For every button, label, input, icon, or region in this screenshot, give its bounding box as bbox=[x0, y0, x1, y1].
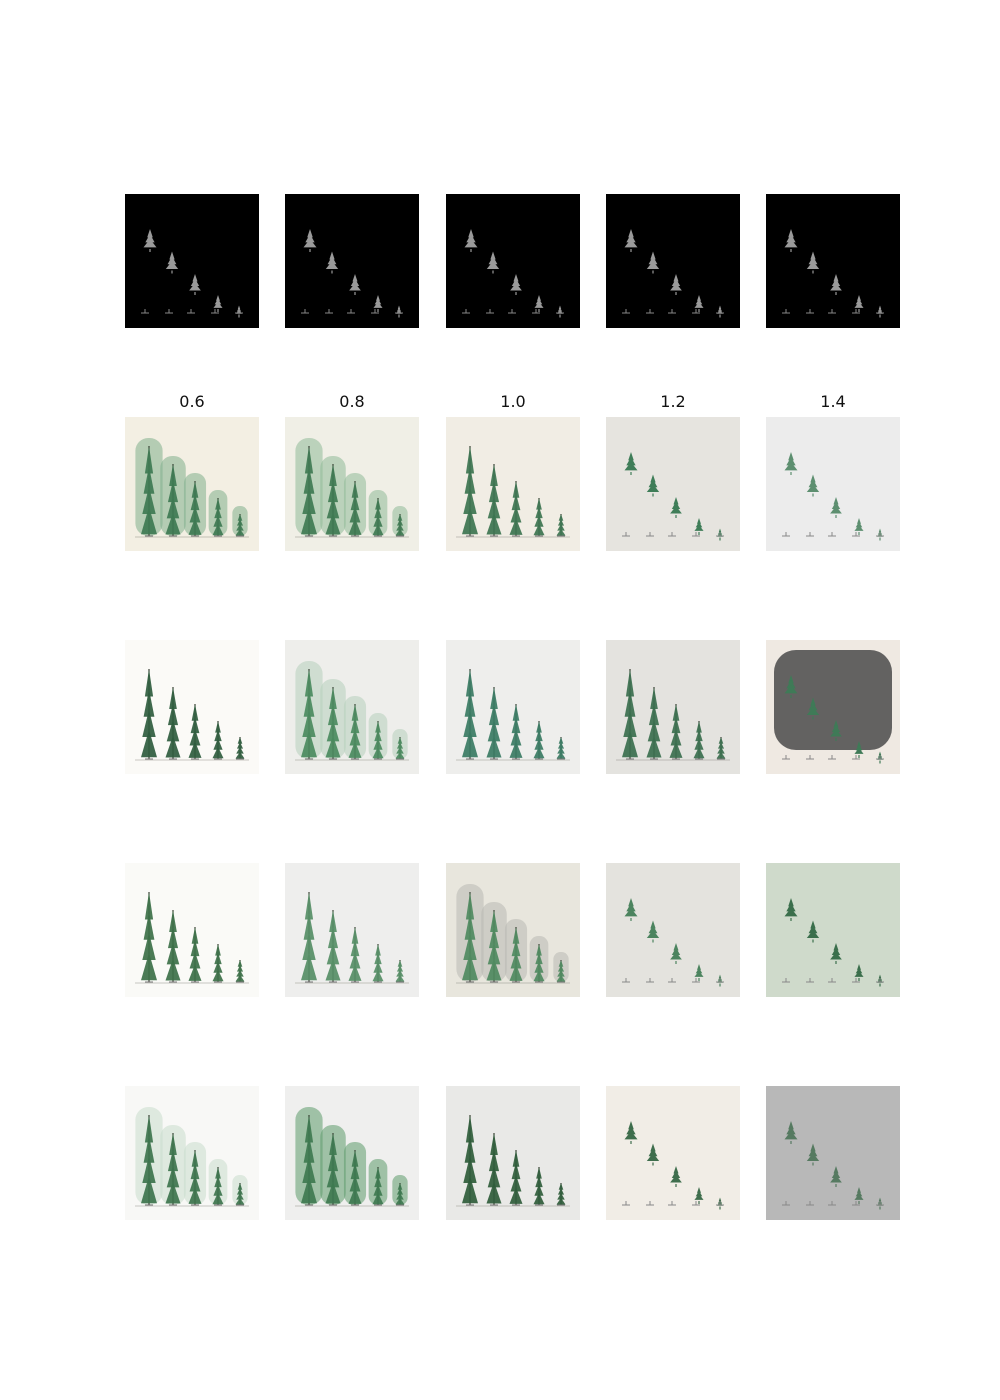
tree-illustration bbox=[766, 863, 900, 997]
tree-illustration bbox=[446, 1086, 580, 1220]
tree-illustration bbox=[285, 640, 419, 774]
sample-image-r3-c4 bbox=[606, 640, 740, 774]
tree-illustration bbox=[446, 863, 580, 997]
tree-illustration bbox=[446, 417, 580, 551]
sample-image-r4-c3 bbox=[446, 863, 580, 997]
tree-illustration bbox=[606, 1086, 740, 1220]
tree-illustration bbox=[125, 1086, 259, 1220]
mask-image-r1-c3 bbox=[446, 194, 580, 328]
tree-illustration bbox=[285, 417, 419, 551]
tree-illustration bbox=[446, 640, 580, 774]
sample-image-r4-c1 bbox=[125, 863, 259, 997]
tree-illustration bbox=[606, 863, 740, 997]
mask-image-r1-c4 bbox=[606, 194, 740, 328]
tree-illustration bbox=[285, 194, 419, 328]
sample-image-r5-c4 bbox=[606, 1086, 740, 1220]
sample-image-r3-c3 bbox=[446, 640, 580, 774]
tree-illustration bbox=[766, 1086, 900, 1220]
tree-illustration bbox=[285, 1086, 419, 1220]
sample-image-r5-c5 bbox=[766, 1086, 900, 1220]
sample-image-r2-c4 bbox=[606, 417, 740, 551]
sample-image-r2-c1 bbox=[125, 417, 259, 551]
tree-illustration bbox=[606, 640, 740, 774]
sample-image-r5-c2 bbox=[285, 1086, 419, 1220]
sample-image-r2-c2 bbox=[285, 417, 419, 551]
sample-image-r5-c1 bbox=[125, 1086, 259, 1220]
mask-image-r1-c2 bbox=[285, 194, 419, 328]
sample-image-r4-c5 bbox=[766, 863, 900, 997]
sample-image-r3-c2 bbox=[285, 640, 419, 774]
sample-image-r4-c2 bbox=[285, 863, 419, 997]
sample-image-r3-c5 bbox=[766, 640, 900, 774]
tree-illustration bbox=[125, 194, 259, 328]
column-label: 0.8 bbox=[339, 392, 365, 411]
tree-illustration bbox=[766, 640, 900, 774]
column-label: 1.0 bbox=[500, 392, 526, 411]
sample-image-r2-c3 bbox=[446, 417, 580, 551]
mask-image-r1-c1 bbox=[125, 194, 259, 328]
mask-image-r1-c5 bbox=[766, 194, 900, 328]
tree-illustration bbox=[125, 640, 259, 774]
column-label: 1.2 bbox=[660, 392, 686, 411]
sample-image-r5-c3 bbox=[446, 1086, 580, 1220]
column-label: 0.6 bbox=[179, 392, 205, 411]
tree-illustration bbox=[766, 417, 900, 551]
tree-illustration bbox=[125, 863, 259, 997]
column-label: 1.4 bbox=[820, 392, 846, 411]
sample-image-r4-c4 bbox=[606, 863, 740, 997]
tree-illustration bbox=[606, 417, 740, 551]
sample-image-r3-c1 bbox=[125, 640, 259, 774]
tree-illustration bbox=[125, 417, 259, 551]
tree-illustration bbox=[766, 194, 900, 328]
tree-illustration bbox=[446, 194, 580, 328]
sample-image-r2-c5 bbox=[766, 417, 900, 551]
tree-illustration bbox=[285, 863, 419, 997]
tree-illustration bbox=[606, 194, 740, 328]
